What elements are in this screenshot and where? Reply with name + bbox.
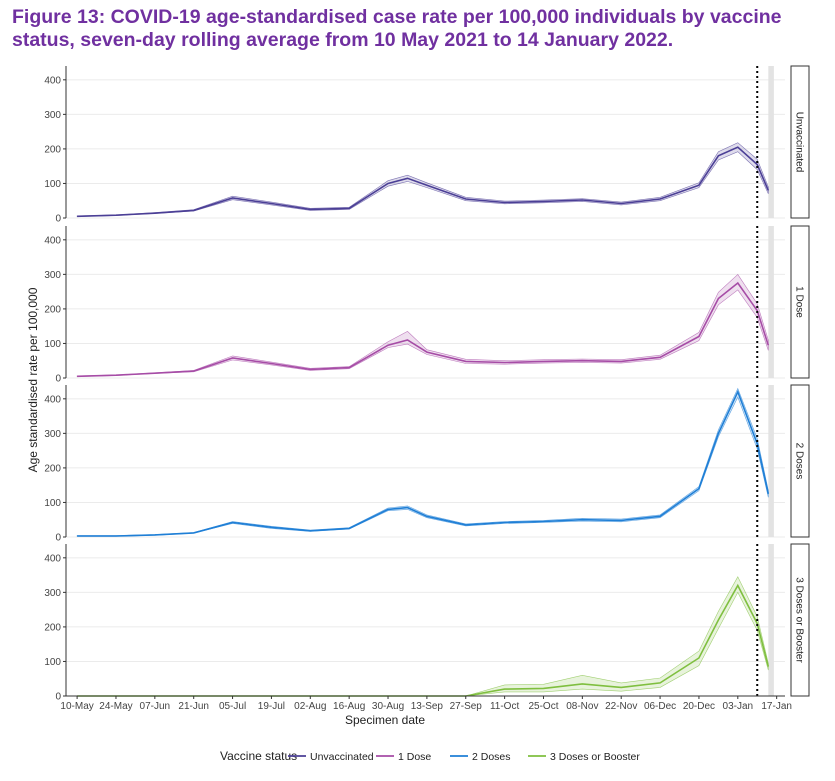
x-tick-label: 07-Jun <box>140 701 171 712</box>
y-tick-label: 200 <box>44 304 61 315</box>
y-tick-label: 0 <box>55 533 61 544</box>
x-tick-label: 11-Oct <box>490 701 519 712</box>
legend-item: 3 Doses or Booster <box>528 751 640 763</box>
facet-strip-label: 3 Doses or Booster <box>794 577 805 663</box>
x-tick-label: 08-Nov <box>566 701 598 712</box>
confidence-band <box>76 273 769 377</box>
legend-label: 3 Doses or Booster <box>550 751 640 763</box>
y-tick-label: 100 <box>44 657 61 668</box>
legend-item: 1 Dose <box>376 751 431 763</box>
facet-strip <box>790 384 810 538</box>
y-tick-label: 100 <box>44 498 61 509</box>
y-tick-label: 200 <box>44 144 61 155</box>
legend-label: 2 Doses <box>472 751 511 763</box>
y-tick-label: 0 <box>55 374 61 385</box>
confidence-band <box>76 142 769 217</box>
x-tick-label: 22-Nov <box>605 701 637 712</box>
y-tick-label: 0 <box>55 214 61 225</box>
legend-item: Unvaccinated <box>288 751 374 763</box>
x-tick-label: 10-May <box>60 701 93 712</box>
facet-strip <box>790 65 810 219</box>
x-tick-label: 06-Dec <box>644 701 676 712</box>
y-tick-label: 300 <box>44 270 61 281</box>
y-tick-label: 200 <box>44 463 61 474</box>
series-line <box>77 146 770 218</box>
facet-strip <box>790 543 810 697</box>
figure-title: Figure 13: COVID-19 age-standardised cas… <box>12 6 782 51</box>
x-axis: 10-May 24-May 07-Jun 21-Jun 05-Jul 19-Jul 02-A… <box>60 695 792 712</box>
x-tick-label: 16-Aug <box>333 701 365 712</box>
y-tick-label: 400 <box>44 394 61 405</box>
x-tick-label: 24-May <box>99 701 132 712</box>
shaded-region <box>768 66 774 218</box>
legend-item: 2 Doses <box>450 751 511 763</box>
facet-panel: 0 100 200 300 400 Unvaccinated <box>44 65 810 225</box>
x-tick-label: 20-Dec <box>683 701 715 712</box>
legend: Vaccine status Unvaccinated 1 Dose 2 Doses… <box>220 749 640 763</box>
legend-label: 1 Dose <box>398 751 431 763</box>
y-axis-label: Age standardised rate per 100,000 <box>26 287 40 472</box>
x-tick-label: 05-Jul <box>219 701 246 712</box>
x-axis-label: Specimen date <box>345 713 425 727</box>
facet-panel: 0 100 200 300 400 3 Doses or Booster <box>44 543 810 703</box>
y-tick-label: 300 <box>44 588 61 599</box>
facet-strip-label: 2 Doses <box>794 443 805 480</box>
x-tick-label: 02-Aug <box>294 701 326 712</box>
x-tick-label: 30-Aug <box>372 701 404 712</box>
x-tick-label: 19-Jul <box>258 701 285 712</box>
facet-panel: 0 100 200 300 400 2 Doses <box>44 384 810 544</box>
facet-strip-label: Unvaccinated <box>794 112 805 173</box>
legend-label: Unvaccinated <box>310 751 374 763</box>
y-tick-label: 400 <box>44 235 61 246</box>
x-tick-label: 17-Jan <box>761 701 792 712</box>
x-tick-label: 25-Oct <box>528 701 558 712</box>
y-tick-label: 300 <box>44 429 61 440</box>
facet-panel: 0 100 200 300 400 1 Dose <box>44 225 810 385</box>
x-tick-label: 03-Jan <box>723 701 754 712</box>
facet-strip-label: 1 Dose <box>794 286 805 318</box>
y-tick-label: 0 <box>55 692 61 703</box>
x-tick-label: 21-Jun <box>178 701 209 712</box>
y-tick-label: 400 <box>44 553 61 564</box>
shaded-region <box>768 544 774 696</box>
facet-panels: 0 100 200 300 400 Unvaccinated 0 100 200 300 400 1 … <box>44 65 810 703</box>
series-line <box>77 281 770 378</box>
shaded-region <box>768 385 774 537</box>
y-tick-label: 300 <box>44 110 61 121</box>
x-tick-label: 27-Sep <box>450 701 483 712</box>
y-tick-label: 200 <box>44 622 61 633</box>
series-line <box>77 389 770 537</box>
x-tick-label: 13-Sep <box>411 701 444 712</box>
shaded-region <box>768 226 774 378</box>
facet-strip <box>790 225 810 379</box>
y-tick-label: 100 <box>44 179 61 190</box>
legend-title: Vaccine status <box>220 749 297 763</box>
y-tick-label: 100 <box>44 339 61 350</box>
y-tick-label: 400 <box>44 75 61 86</box>
